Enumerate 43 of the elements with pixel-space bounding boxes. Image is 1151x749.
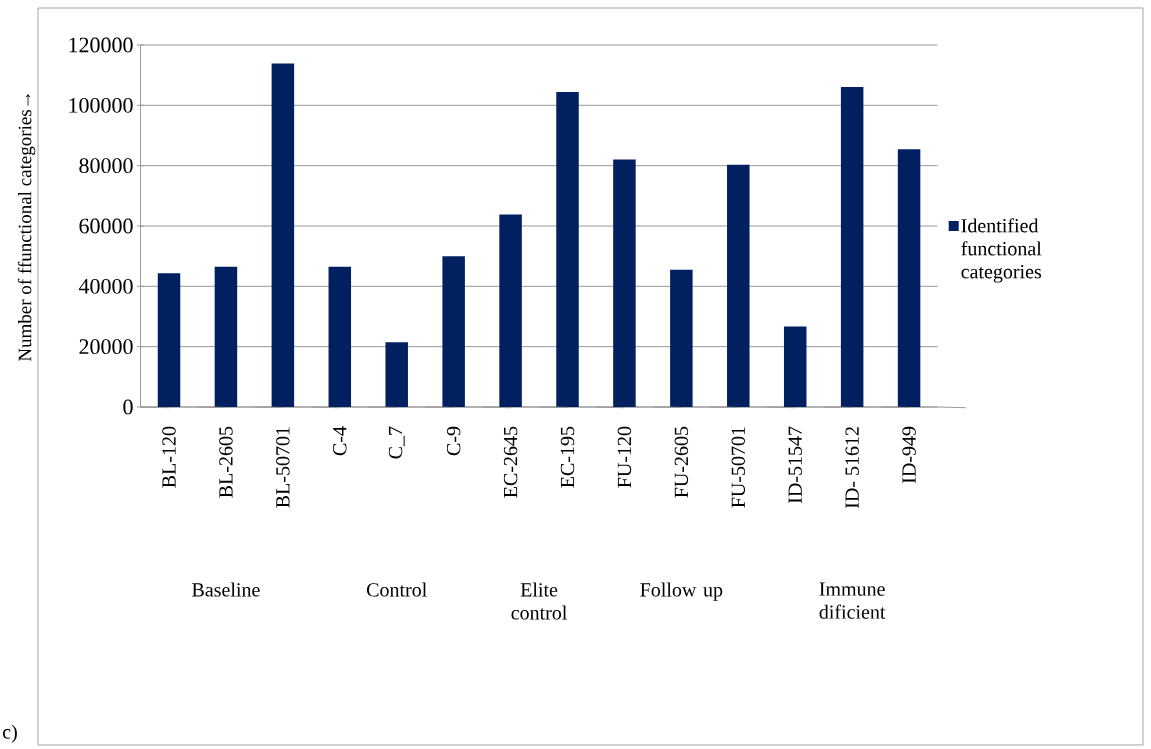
text: Elite control	[511, 582, 567, 620]
text: Baseline	[192, 582, 260, 597]
x-tick-label: BL-120	[162, 426, 176, 488]
y-tick-label: 100000	[69, 97, 133, 113]
bar	[214, 266, 238, 407]
bar	[271, 63, 295, 407]
text: Control	[366, 582, 427, 597]
x-tick-label: C-9	[446, 426, 461, 456]
bar	[727, 164, 750, 407]
y-tick-label: 80000	[79, 158, 133, 174]
y-tick-label: 0	[123, 399, 133, 415]
legend-label: Identified functional categories	[961, 218, 1042, 283]
x-tick-label: EC-2645	[503, 426, 518, 498]
x-tick-label: FU-2605	[674, 426, 689, 498]
bar	[670, 269, 693, 407]
bar	[840, 86, 864, 407]
x-tick-label: BL-50701	[276, 427, 290, 508]
text: Follow up	[640, 582, 723, 601]
bar	[328, 266, 352, 407]
y-tick-label: 20000	[79, 339, 133, 355]
x-tick-label: ID-949	[902, 426, 916, 484]
x-tick-label: ID- 51612	[845, 427, 859, 509]
x-tick-label: FU-120	[617, 426, 632, 488]
bar	[442, 256, 465, 407]
bar	[385, 342, 408, 407]
bar	[613, 159, 636, 407]
y-tick-label: 60000	[79, 218, 133, 234]
x-tick-label: BL-2605	[219, 426, 233, 498]
bar	[157, 273, 181, 407]
bar	[499, 214, 522, 407]
text: c)	[2, 724, 17, 743]
x-tick-label: ID-51547	[788, 426, 802, 504]
y-axis-title: Number of ffunctional categories→	[17, 94, 36, 362]
y-tick-label: 40000	[78, 278, 133, 294]
bar	[783, 326, 807, 407]
x-tick-label: FU-50701	[731, 427, 746, 508]
y-tick-label: 120000	[69, 37, 133, 53]
bar	[897, 149, 921, 407]
x-tick-label: EC-195	[560, 426, 575, 488]
text: Immune dificient	[819, 582, 886, 619]
x-tick-label: C_7	[388, 426, 405, 459]
bar	[556, 92, 579, 407]
x-tick-label: C-4	[333, 426, 347, 456]
